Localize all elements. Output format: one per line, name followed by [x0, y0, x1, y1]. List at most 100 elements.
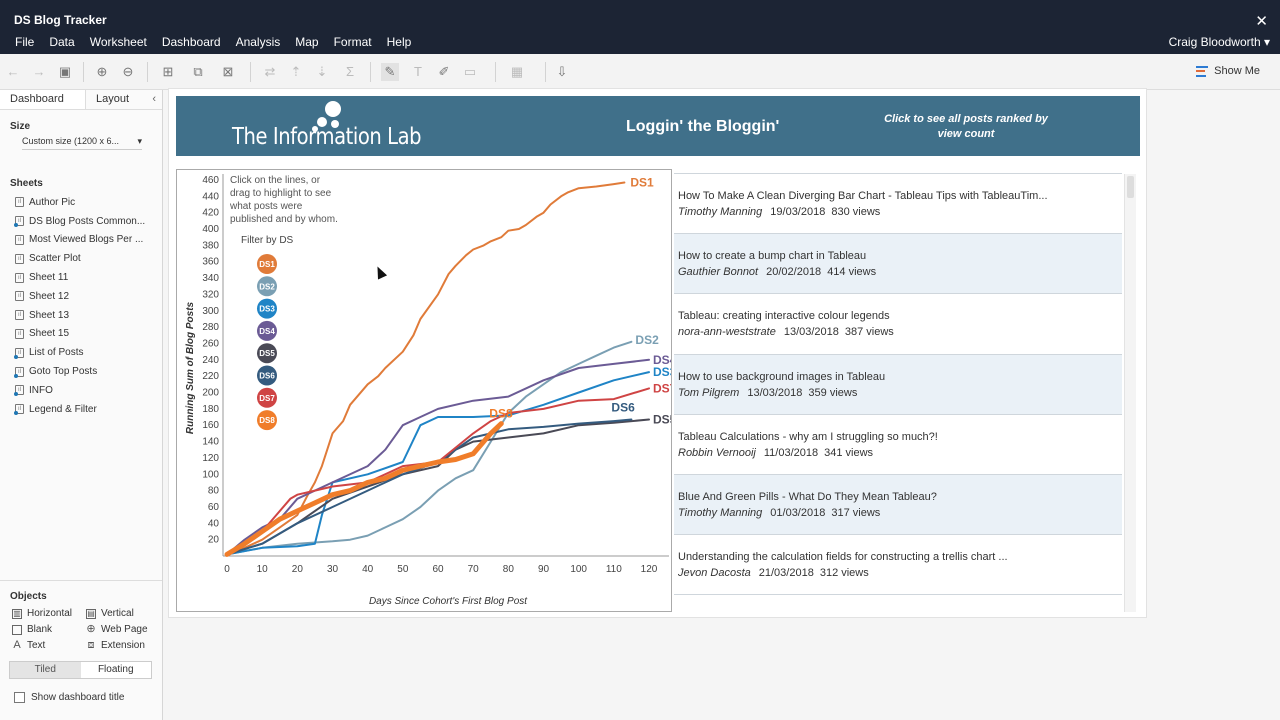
series-line-ds8[interactable]	[224, 421, 504, 557]
worksheet-icon: ıl	[14, 216, 24, 228]
object-extension[interactable]: ⧈ Extension	[87, 638, 145, 651]
menu-map[interactable]: Map	[295, 35, 319, 49]
show-cards-icon[interactable]: ▦	[510, 64, 524, 79]
worksheet-icon: ıl	[15, 272, 24, 283]
post-date: 20/02/2018	[766, 266, 822, 279]
legend-dot-ds8[interactable]	[257, 410, 277, 431]
clear-sheet-icon[interactable]: ⊠	[222, 64, 234, 79]
sheet-item[interactable]: ıl Scatter Plot	[0, 249, 162, 268]
object-blank[interactable]: Blank	[12, 624, 86, 635]
sheet-item[interactable]: ıl Sheet 13	[0, 306, 162, 325]
logo: The Information Lab	[232, 124, 422, 150]
list-item[interactable]: How to create a bump chart in Tableau Gau…	[674, 234, 1122, 295]
y-tick-label: 280	[202, 322, 219, 333]
object-vertical[interactable]: ▤ Vertical	[86, 608, 134, 619]
legend-dot-ds3[interactable]	[257, 298, 277, 319]
menu-format[interactable]: Format	[333, 35, 372, 49]
sheet-item[interactable]: ıl Most Viewed Blogs Per ...	[0, 231, 162, 250]
save-icon[interactable]: ▣	[58, 64, 72, 79]
series-line-ds6[interactable]	[226, 418, 633, 556]
menu-data[interactable]: Data	[49, 35, 75, 49]
highlight-icon[interactable]: ✎	[381, 63, 399, 81]
tab-layout[interactable]: Layout	[96, 93, 130, 105]
legend-dot-ds2[interactable]	[257, 276, 277, 297]
post-title: How to use background images in Tableau	[678, 370, 886, 383]
sheet-item[interactable]: ıl Legend & Filter	[0, 400, 162, 419]
legend-dot-ds7[interactable]	[257, 387, 277, 408]
size-dropdown[interactable]: Custom size (1200 x 6... ▾	[22, 136, 142, 150]
menu-file[interactable]: File	[15, 35, 35, 49]
sheet-item[interactable]: ıl Goto Top Posts	[0, 362, 162, 381]
list-item[interactable]: Tableau: creating interactive colour leg…	[674, 294, 1122, 355]
new-worksheet-icon[interactable]: ⊞	[162, 64, 174, 79]
list-item[interactable]: How to use background images in Tableau T…	[674, 354, 1122, 415]
x-tick-label: 70	[468, 564, 480, 575]
legend-label: DS1	[259, 260, 275, 269]
legend-dot-ds5[interactable]	[257, 343, 277, 364]
y-tick-label: 420	[202, 208, 219, 219]
tab-dashboard[interactable]: Dashboard	[0, 90, 86, 109]
sheet-item[interactable]: ıl List of Posts	[0, 343, 162, 362]
menu-bar: File Data Worksheet Dashboard Analysis M…	[0, 34, 419, 52]
y-tick-label: 80	[208, 486, 220, 497]
tiled-button[interactable]: Tiled	[10, 662, 81, 678]
menu-dashboard[interactable]: Dashboard	[161, 35, 221, 49]
floating-button[interactable]: Floating	[97, 664, 134, 675]
sheet-item[interactable]: ıl DS Blog Posts Common...	[0, 212, 162, 231]
series-line-ds2[interactable]	[226, 340, 633, 556]
swap-icon[interactable]: ⇄	[264, 64, 276, 79]
list-item[interactable]: Blue And Green Pills - What Do They Mean…	[674, 474, 1122, 536]
new-data-source-icon[interactable]: ⊕	[96, 64, 108, 79]
post-views: 341 views	[824, 446, 874, 459]
sort-asc-icon[interactable]: ⇡	[290, 64, 302, 79]
list-item[interactable]: How To Make A Clean Diverging Bar Chart …	[674, 174, 1122, 235]
series-line-ds4[interactable]	[226, 358, 650, 556]
show-title-checkbox[interactable]: Show dashboard title	[14, 692, 124, 703]
y-tick-label: 300	[202, 306, 219, 317]
series-line-ds7[interactable]	[226, 387, 650, 556]
totals-icon[interactable]: Σ	[345, 64, 355, 79]
presentation-icon[interactable]: ⇩	[556, 64, 568, 79]
x-tick-label: 110	[606, 564, 622, 575]
series-line-ds5[interactable]	[226, 418, 650, 556]
y-tick-label: 20	[208, 535, 220, 546]
x-tick-label: 30	[327, 564, 339, 575]
running-sum-chart[interactable]: 0 10 20 30 40 50 60 70 80 90 100 110 120 20 40 60 80 100 1…	[177, 170, 671, 611]
legend-dot-ds6[interactable]	[257, 365, 277, 386]
series-line-ds3[interactable]	[226, 371, 650, 556]
collapse-icon[interactable]: ‹	[152, 93, 156, 105]
sort-desc-icon[interactable]: ⇣	[316, 64, 328, 79]
legend-dot-ds1[interactable]	[257, 254, 277, 274]
object-text[interactable]: A Text	[13, 638, 46, 651]
sheet-item[interactable]: ıl Sheet 11	[0, 268, 162, 287]
menu-worksheet[interactable]: Worksheet	[89, 35, 147, 49]
object-horizontal[interactable]: ▥ Horizontal	[12, 608, 73, 619]
pause-updates-icon[interactable]: ⊖	[122, 64, 134, 79]
series-end-label: DS4	[653, 353, 671, 367]
menu-analysis[interactable]: Analysis	[235, 35, 281, 49]
fit-icon[interactable]: ▭	[463, 64, 477, 79]
sheet-item[interactable]: ıl Sheet 15	[0, 325, 162, 344]
user-menu[interactable]: Craig Bloodworth ▾	[1168, 35, 1270, 49]
show-me-button[interactable]: Show Me	[1196, 65, 1260, 77]
x-tick-label: 10	[257, 564, 269, 575]
list-item[interactable]: Tableau Calculations - why am I struggli…	[674, 415, 1122, 475]
post-date: 01/03/2018	[770, 506, 826, 519]
sheet-item[interactable]: ıl INFO	[0, 381, 162, 400]
series-line-ds1[interactable]	[226, 181, 626, 556]
object-web-page[interactable]: ⊕ Web Page	[86, 622, 148, 635]
labels-icon[interactable]: T	[414, 64, 422, 79]
list-item[interactable]: Understanding the calculation fields for…	[674, 535, 1122, 596]
sheet-item[interactable]: ıl Author Pic	[0, 193, 162, 212]
post-views: 312 views	[819, 567, 869, 580]
sheet-item[interactable]: ıl Sheet 12	[0, 287, 162, 306]
post-list-scrollbar[interactable]	[1124, 174, 1136, 612]
undo-icon[interactable]: ←	[6, 64, 20, 79]
duplicate-icon[interactable]: ⧉	[193, 64, 203, 79]
menu-help[interactable]: Help	[386, 35, 412, 49]
redo-icon[interactable]: →	[32, 64, 46, 79]
all-posts-link[interactable]: Click to see all posts ranked by view co…	[884, 113, 1048, 140]
legend-dot-ds4[interactable]	[257, 320, 277, 341]
close-icon[interactable]: ✕	[1255, 13, 1268, 30]
format-icon[interactable]: ✐	[438, 64, 450, 79]
